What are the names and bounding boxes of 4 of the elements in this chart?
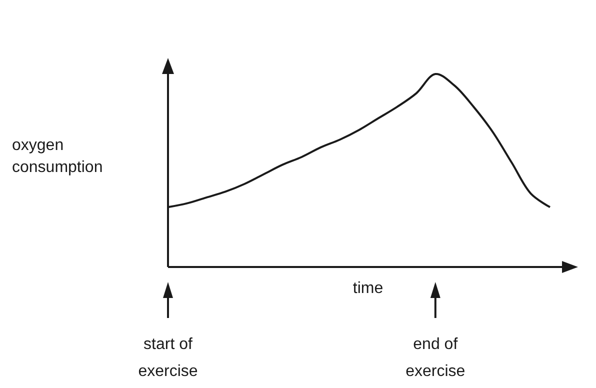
x-axis-title: time [352,280,384,297]
y-axis-title: oxygen consumption [12,137,103,176]
text: end of exercise [406,336,466,380]
text: start of exercise [138,336,198,380]
